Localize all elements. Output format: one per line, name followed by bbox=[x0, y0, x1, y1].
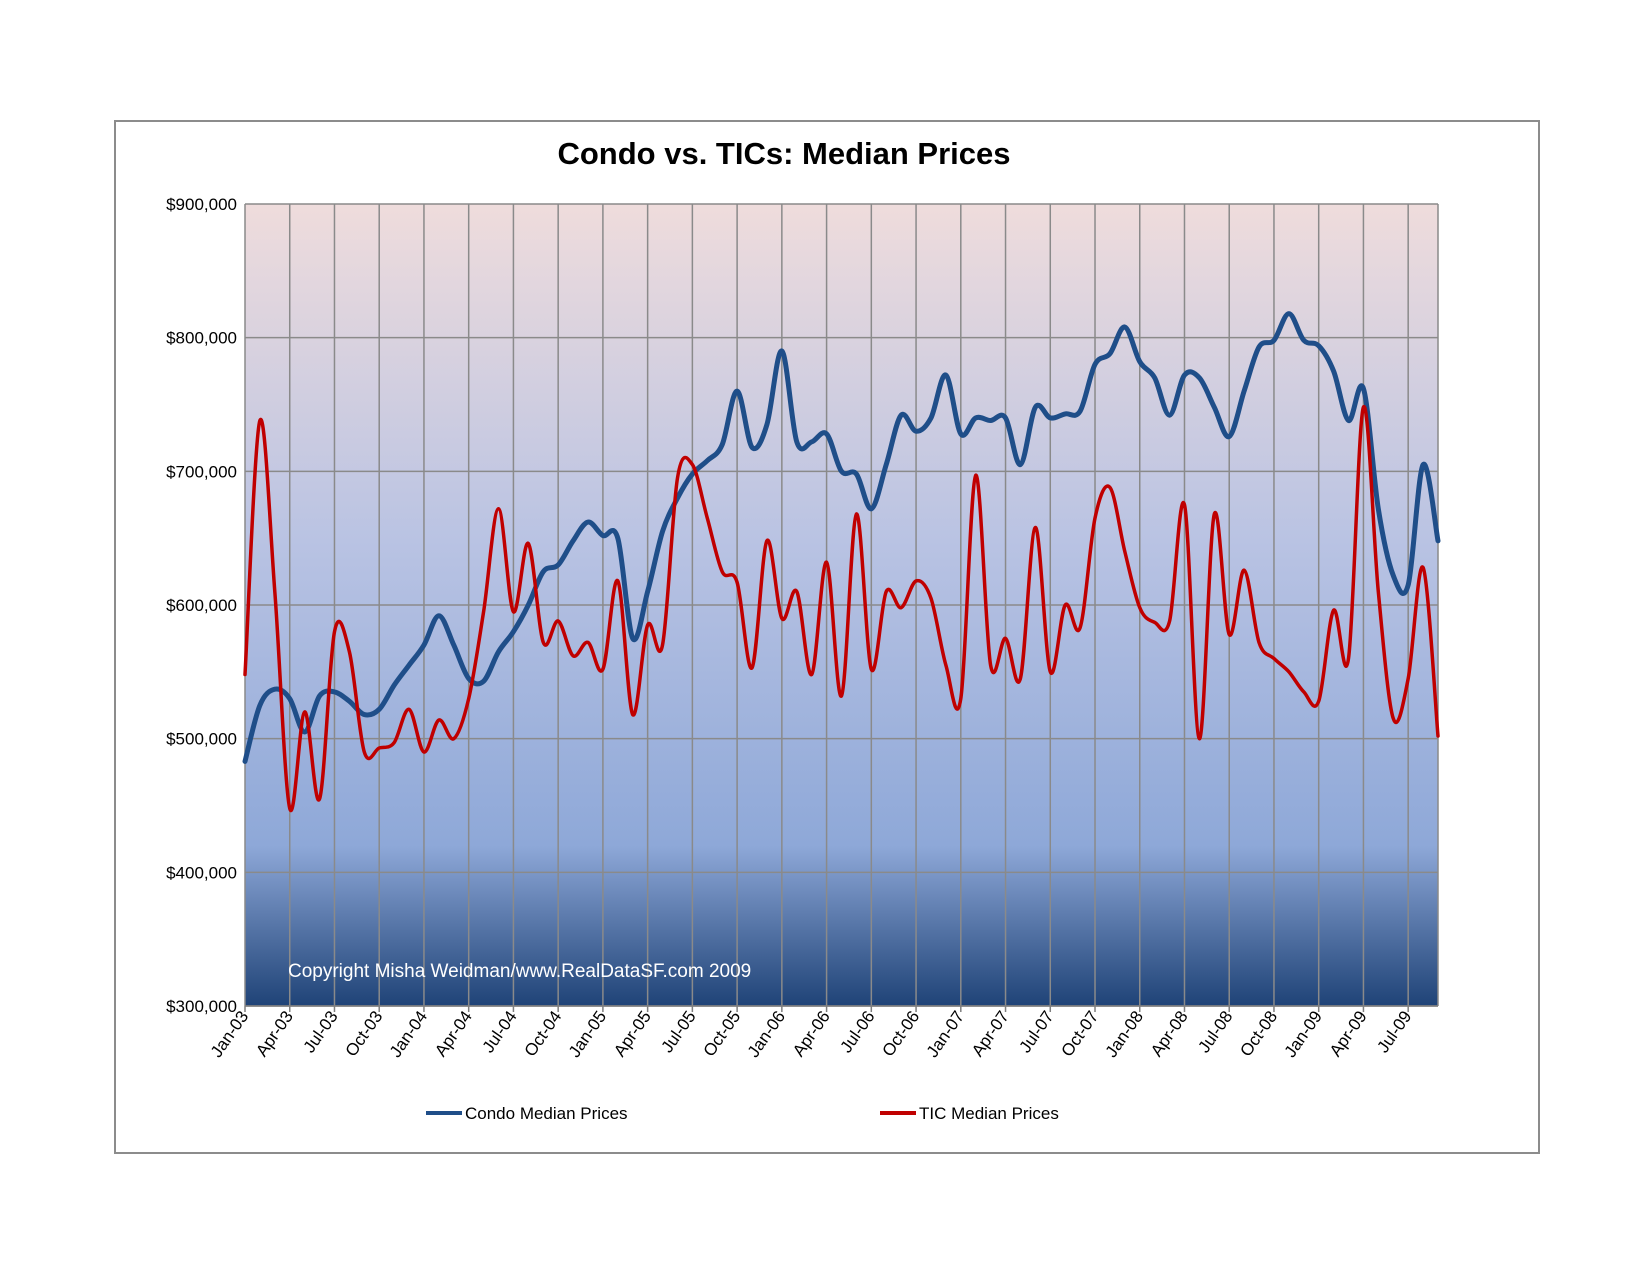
chart-title: Condo vs. TICs: Median Prices bbox=[557, 136, 1010, 171]
x-tick-label: Apr-07 bbox=[968, 1007, 1013, 1060]
y-tick-label: $500,000 bbox=[166, 730, 237, 749]
x-tick-label: Jul-05 bbox=[658, 1007, 700, 1056]
y-tick-label: $600,000 bbox=[166, 596, 237, 615]
x-tick-label: Jan-06 bbox=[744, 1007, 789, 1060]
x-tick-label: Jan-09 bbox=[1281, 1007, 1326, 1060]
x-tick-label: Apr-04 bbox=[431, 1007, 476, 1060]
x-tick-label: Oct-06 bbox=[879, 1007, 924, 1060]
legend-label-tic: TIC Median Prices bbox=[919, 1104, 1059, 1123]
x-tick-label: Oct-04 bbox=[521, 1007, 566, 1060]
y-tick-label: $800,000 bbox=[166, 329, 237, 348]
y-tick-label: $700,000 bbox=[166, 462, 237, 481]
x-tick-label: Apr-09 bbox=[1326, 1007, 1371, 1060]
x-tick-label: Oct-07 bbox=[1057, 1007, 1102, 1060]
x-tick-label: Oct-08 bbox=[1236, 1007, 1281, 1060]
x-tick-label: Jan-04 bbox=[386, 1007, 431, 1060]
y-tick-label: $900,000 bbox=[166, 195, 237, 214]
y-tick-label: $400,000 bbox=[166, 863, 237, 882]
x-tick-label: Jul-06 bbox=[836, 1007, 878, 1056]
series-lines bbox=[242, 311, 1441, 813]
x-tick-label: Jul-09 bbox=[1373, 1007, 1415, 1056]
legend: Condo Median Prices TIC Median Prices bbox=[426, 1104, 1059, 1123]
x-tick-label: Jan-07 bbox=[923, 1007, 968, 1060]
x-tick-label: Jul-04 bbox=[479, 1007, 521, 1056]
grid-lines bbox=[244, 203, 1439, 1007]
x-tick-label: Oct-03 bbox=[342, 1007, 387, 1060]
x-tick-label: Jul-08 bbox=[1194, 1007, 1236, 1056]
x-tick-label: Jan-05 bbox=[565, 1007, 610, 1060]
copyright-annotation: Copyright Misha Weidman/www.RealDataSF.c… bbox=[288, 961, 751, 982]
y-tick-label: $300,000 bbox=[166, 997, 237, 1016]
x-tick-label: Oct-05 bbox=[700, 1007, 745, 1060]
x-tick-label: Apr-08 bbox=[1147, 1007, 1192, 1060]
x-tick-label: Jul-03 bbox=[300, 1007, 342, 1056]
x-tick-label: Apr-05 bbox=[610, 1007, 655, 1060]
chart-canvas: Condo vs. TICs: Median Prices $300,000 $4… bbox=[166, 136, 1441, 1123]
tic-median-line bbox=[243, 405, 1440, 813]
x-tick-label: Jan-08 bbox=[1102, 1007, 1147, 1060]
chart-frame: Condo vs. TICs: Median Prices $300,000 $4… bbox=[114, 120, 1540, 1154]
x-tick-label: Jul-07 bbox=[1015, 1007, 1057, 1056]
legend-label-condo: Condo Median Prices bbox=[465, 1104, 628, 1123]
x-tick-label: Apr-03 bbox=[252, 1007, 297, 1060]
x-tick-label: Apr-06 bbox=[789, 1007, 834, 1060]
condo-median-line bbox=[242, 311, 1441, 764]
